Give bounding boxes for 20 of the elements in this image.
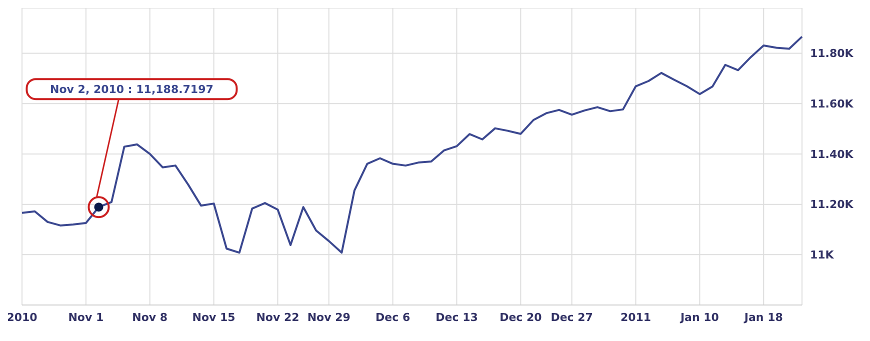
y-tick-label: 11.40K <box>810 148 854 161</box>
x-tick-label: Nov 8 <box>132 310 168 324</box>
x-tick-label: Nov 29 <box>307 310 350 324</box>
x-tick-label: Nov 22 <box>256 310 300 324</box>
x-tick-label: Jan 18 <box>743 310 783 324</box>
annotation: Nov 2, 2010 : 11,188.7197 <box>50 83 214 96</box>
y-tick-label: 11.20K <box>810 198 854 212</box>
x-tick-label: Jan 10 <box>679 310 720 324</box>
x-tick-label: Dec 20 <box>500 310 542 324</box>
x-tick-label: Dec 27 <box>550 310 593 324</box>
x-tick-label: Nov 1 <box>68 310 104 324</box>
y-tick-label: 11.60K <box>810 98 854 111</box>
callout: Nov 2, 2010 : 11,188.7197 <box>26 78 238 218</box>
line-series <box>21 36 803 254</box>
x-tick-label: Nov 15 <box>192 310 236 324</box>
y-tick-label: 11.80K <box>810 47 854 60</box>
x-tick-label: Dec 6 <box>376 310 410 324</box>
y-tick-label: 11K <box>810 248 834 262</box>
x-tick-label: Dec 13 <box>436 310 478 324</box>
x-tick-label: 2011 <box>620 310 652 324</box>
